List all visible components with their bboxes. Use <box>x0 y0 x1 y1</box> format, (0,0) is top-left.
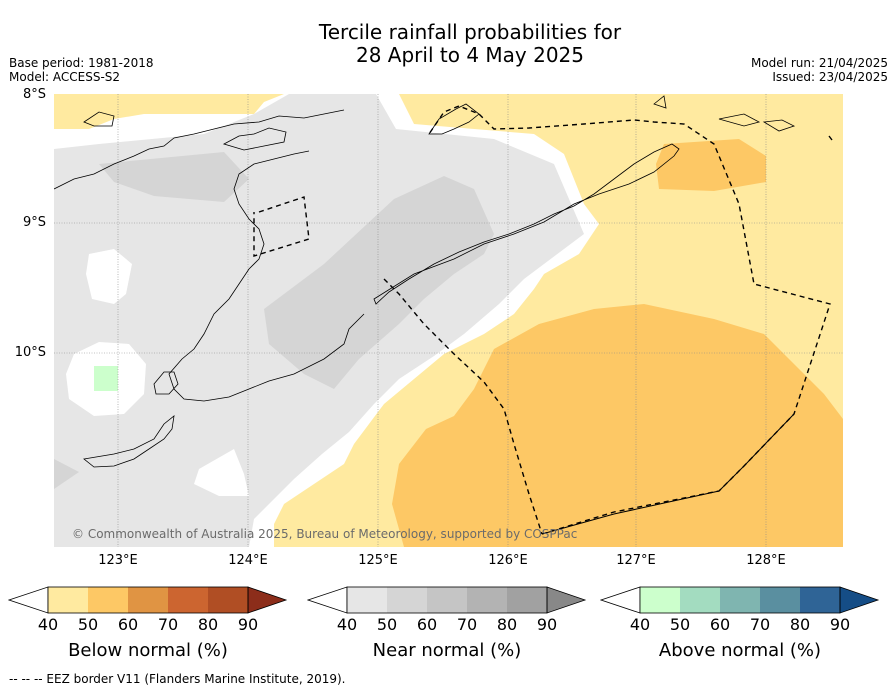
colorbar-tick-label: 90 <box>829 615 851 634</box>
colorbar-tick-label: 50 <box>669 615 691 634</box>
lon-label-125e: 125°E <box>358 553 398 568</box>
copyright-notice: © Commonwealth of Australia 2025, Bureau… <box>72 527 578 541</box>
colorbar-tick-label: 80 <box>496 615 518 634</box>
colorbar-frame <box>346 586 548 614</box>
colorbar-title-below: Below normal (%) <box>68 640 228 661</box>
colorbar-swatch <box>347 587 387 613</box>
colorbar-swatch <box>128 587 168 613</box>
colorbar-tick-label: 70 <box>749 615 771 634</box>
colorbar-max-arrow <box>839 586 880 614</box>
base-period-label: Base period: 1981-2018 <box>9 56 154 70</box>
issued-label: Issued: 23/04/2025 <box>772 70 888 84</box>
lat-label-8s: 8°S <box>22 87 46 102</box>
colorbar-tick-label: 50 <box>376 615 398 634</box>
colorbar-tick-label: 90 <box>536 615 558 634</box>
colorbar-min-arrow <box>307 586 348 614</box>
colorbar-tick-label: 40 <box>629 615 651 634</box>
colorbar-tick-label: 60 <box>416 615 438 634</box>
no-dominant-patch <box>86 249 132 304</box>
above-normal-50-patch <box>94 366 118 391</box>
colorbar-near-normal <box>307 586 587 614</box>
colorbar-tick-label: 60 <box>709 615 731 634</box>
colorbar-title-above: Above normal (%) <box>658 640 822 661</box>
colorbar-swatch <box>427 587 467 613</box>
near-normal-60-region <box>54 459 79 489</box>
colorbar-tick-label: 80 <box>197 615 219 634</box>
colorbar-tick-label: 60 <box>117 615 139 634</box>
colorbar-swatch <box>720 587 760 613</box>
colorbar-min-arrow <box>600 586 641 614</box>
lon-label-127e: 127°E <box>616 553 656 568</box>
lat-label-9s: 9°S <box>22 215 46 230</box>
colorbar-tick-label: 70 <box>157 615 179 634</box>
colorbar-swatch <box>387 587 427 613</box>
lon-label-126e: 126°E <box>488 553 528 568</box>
graticule <box>54 94 843 547</box>
lon-label-123e: 123°E <box>98 553 138 568</box>
colorbar-swatch <box>507 587 547 613</box>
colorbar-frame <box>47 586 249 614</box>
lat-label-10s: 10°S <box>14 345 46 360</box>
lon-label-124e: 124°E <box>228 553 268 568</box>
colorbar-frame <box>639 586 841 614</box>
colorbar-below-normal <box>8 586 288 614</box>
colorbar-tick-label: 40 <box>336 615 358 634</box>
colorbar-swatch <box>48 587 88 613</box>
model-run-label: Model run: 21/04/2025 <box>750 56 888 70</box>
below-normal-60-region <box>392 304 843 547</box>
model-label: Model: ACCESS-S2 <box>9 70 121 84</box>
colorbar-swatch <box>168 587 208 613</box>
colorbar-tick-label: 70 <box>456 615 478 634</box>
colorbar-swatch <box>800 587 840 613</box>
colorbar-min-arrow <box>8 586 49 614</box>
below-normal-60-region <box>656 139 766 191</box>
colorbar-swatch <box>640 587 680 613</box>
near-normal-60-region <box>99 152 249 202</box>
eez-footer-note: -- -- -- EEZ border V11 (Flanders Marine… <box>9 672 346 686</box>
map-title-line-1: Tercile rainfall probabilities for <box>318 20 622 44</box>
colorbar-tick-label: 80 <box>789 615 811 634</box>
colorbar-swatch <box>680 587 720 613</box>
near-normal-60-region <box>264 176 494 389</box>
colorbar-max-arrow <box>546 586 587 614</box>
no-dominant-patch <box>194 449 249 496</box>
coastlines <box>54 95 796 468</box>
colorbar-tick-label: 50 <box>77 615 99 634</box>
rainfall-probability-map <box>54 94 843 547</box>
colorbar-above-normal <box>600 586 880 614</box>
colorbar-swatch <box>208 587 248 613</box>
lon-label-128e: 128°E <box>746 553 786 568</box>
map-title-line-2: 28 April to 4 May 2025 <box>356 43 584 67</box>
colorbar-swatch <box>88 587 128 613</box>
colorbar-swatch <box>467 587 507 613</box>
colorbar-title-near: Near normal (%) <box>372 640 522 661</box>
colorbar-max-arrow <box>247 586 288 614</box>
colorbar-tick-label: 90 <box>237 615 259 634</box>
colorbar-swatch <box>760 587 800 613</box>
colorbar-tick-label: 40 <box>37 615 59 634</box>
eez-border-solid <box>541 413 795 535</box>
